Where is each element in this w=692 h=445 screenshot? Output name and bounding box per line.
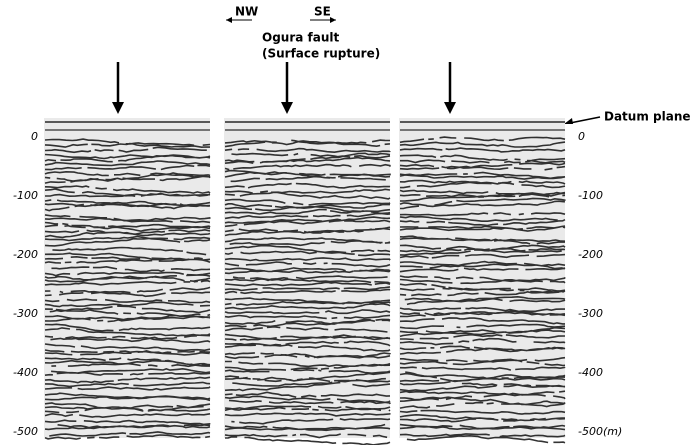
arrowhead (444, 102, 456, 114)
left-tick-label: -100 (13, 189, 38, 202)
fault-arrowheads (112, 102, 456, 114)
arrowhead (112, 102, 124, 114)
fault-name: Ogura fault (262, 31, 340, 45)
right-tick-label: 0 (578, 130, 585, 143)
seismic-panel (400, 118, 565, 443)
arrowhead (281, 102, 293, 114)
right-tick-label: -400 (578, 366, 603, 379)
datum-arrow (570, 117, 600, 123)
arrowhead (226, 17, 232, 23)
seismic-panels (45, 118, 565, 445)
left-tick-label: -500 (13, 425, 38, 438)
seismic-panel (225, 118, 390, 445)
fault-note: (Surface rupture) (262, 47, 380, 61)
seismic-panel (45, 118, 210, 439)
fault-arrows (118, 62, 450, 104)
left-tick-label: -200 (13, 248, 38, 261)
right-tick-label: -100 (578, 189, 603, 202)
arrowhead (564, 118, 573, 124)
right-tick-label: -500(m) (578, 425, 622, 438)
left-tick-label: -400 (13, 366, 38, 379)
direction-markers: NW SE (226, 5, 336, 24)
left-tick-label: -300 (13, 307, 38, 320)
direction-right: SE (314, 5, 331, 19)
right-tick-label: -200 (578, 248, 603, 261)
left-tick-label: 0 (31, 130, 38, 143)
right-tick-label: -300 (578, 307, 603, 320)
figure: NW SE Ogura fault (Surface rupture) Datu… (0, 0, 692, 445)
datum-label: Datum plane (604, 110, 691, 124)
arrowhead (330, 17, 336, 23)
direction-left: NW (235, 5, 258, 19)
